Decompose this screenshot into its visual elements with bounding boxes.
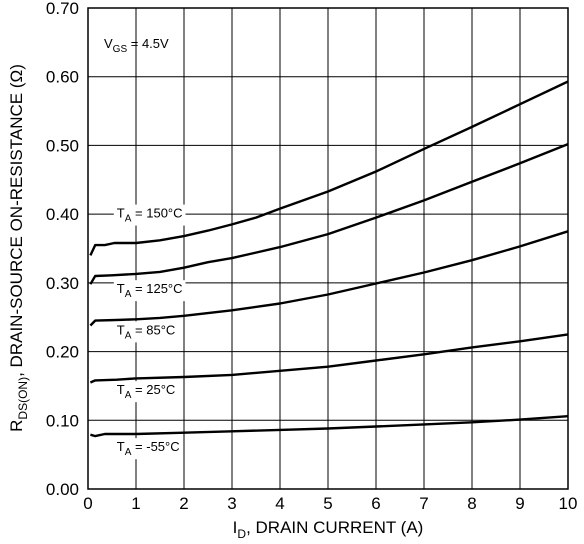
y-tick-label: 0.00 [46, 480, 79, 499]
y-tick-label: 0.20 [46, 343, 79, 362]
series-label-text: TA = 125°C [117, 281, 183, 300]
series-label-bg [113, 438, 183, 460]
series-label-main: T [117, 439, 125, 454]
y-tick-label: 0.60 [46, 68, 79, 87]
x-tick-label: 5 [323, 494, 332, 513]
y-axis-title: RDS(ON), DRAIN-SOURCE ON-RESISTANCE (Ω) [7, 64, 30, 432]
x-axis-title-sub: D [237, 527, 246, 541]
y-tick-labels: 0.00 0.10 0.20 0.30 0.40 0.50 0.60 0.70 [46, 0, 79, 499]
series-label-main: T [117, 281, 125, 296]
series-label-rest: = 150°C [131, 206, 182, 221]
series-label-main: T [117, 322, 125, 337]
x-tick-label: 9 [515, 494, 524, 513]
condition-sub: GS [113, 44, 128, 55]
series-label-sub: A [125, 330, 132, 341]
series-label-text: TA = -55°C [117, 439, 180, 458]
series-labels: TA = 150°CTA = 125°CTA = 85°CTA = 25°CTA… [113, 204, 186, 460]
x-tick-label: 8 [467, 494, 476, 513]
series-label-bg [113, 321, 179, 343]
x-axis-title-main: I [233, 518, 238, 537]
series-label-text: TA = 150°C [117, 206, 183, 225]
series-label-main: T [117, 382, 125, 397]
series-layer [89, 80, 569, 438]
y-tick-label: 0.10 [46, 411, 79, 430]
y-axis-title-sub: DS(ON) [16, 377, 30, 420]
series-label-sub: A [125, 289, 132, 300]
x-tick-label: 0 [83, 494, 92, 513]
series-line-3 [89, 333, 569, 384]
series-label-2: TA = 85°C [113, 321, 179, 343]
series-label-0: TA = 150°C [113, 204, 186, 226]
series-label-text: TA = 25°C [117, 382, 176, 401]
series-line-4 [90, 415, 569, 438]
series-line-1 [89, 142, 569, 285]
condition-main: V [104, 36, 113, 51]
x-tick-label: 4 [275, 494, 284, 513]
y-tick-label: 0.40 [46, 205, 79, 224]
condition-label: VGS = 4.5V [104, 36, 169, 55]
x-axis-title-rest: , DRAIN CURRENT (A) [246, 518, 423, 537]
y-tick-label: 0.50 [46, 136, 79, 155]
series-label-rest: = -55°C [131, 439, 179, 454]
series-label-sub: A [125, 390, 132, 401]
y-tick-label: 0.30 [46, 274, 79, 293]
series-label-sub: A [125, 214, 132, 225]
y-axis-title-main: R [7, 420, 26, 432]
series-line-0 [89, 80, 569, 256]
series-label-sub: A [125, 447, 132, 458]
series-label-1: TA = 125°C [113, 280, 186, 302]
series-label-rest: = 25°C [131, 382, 175, 397]
series-label-rest: = 85°C [131, 322, 175, 337]
x-tick-label: 3 [227, 494, 236, 513]
series-label-rest: = 125°C [131, 281, 182, 296]
series-label-4: TA = -55°C [113, 438, 183, 460]
series-label-3: TA = 25°C [113, 381, 179, 403]
series-label-text: TA = 85°C [117, 322, 176, 341]
x-tick-label: 1 [131, 494, 140, 513]
x-tick-labels: 0 1 2 3 4 5 6 7 8 9 10 [83, 494, 577, 513]
series-line-2 [89, 230, 569, 327]
x-tick-label: 6 [371, 494, 380, 513]
condition-rest: = 4.5V [127, 36, 169, 51]
series-label-main: T [117, 206, 125, 221]
series-label-bg [113, 204, 186, 226]
plot-frame [87, 7, 569, 490]
grid-layer [87, 7, 569, 490]
x-tick-label: 10 [559, 494, 578, 513]
series-label-bg [113, 280, 186, 302]
y-tick-label: 0.70 [46, 0, 79, 18]
y-axis-title-rest: , DRAIN-SOURCE ON-RESISTANCE (Ω) [7, 64, 26, 377]
x-axis-title: ID, DRAIN CURRENT (A) [233, 518, 424, 541]
series-label-bg [113, 381, 179, 403]
x-tick-label: 2 [179, 494, 188, 513]
x-tick-label: 7 [419, 494, 428, 513]
